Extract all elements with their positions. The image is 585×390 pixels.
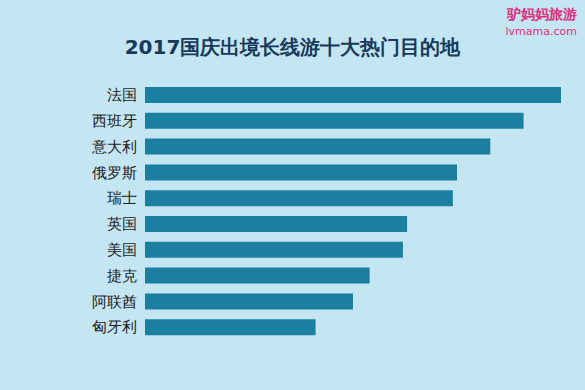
html-text:2017国庆出境长线游十大热门目的地: 2017国庆出境长线游十大热门目的地: [124, 35, 461, 59]
svg-text:匈牙利: 匈牙利: [92, 318, 137, 336]
html-text:驴妈妈旅游: 驴妈妈旅游: [507, 6, 577, 22]
svg-text:法国: 法国: [107, 86, 137, 104]
svg-text:捷克: 捷克: [107, 267, 137, 285]
svg-text:意大利: 意大利: [91, 138, 137, 156]
svg-text:美国: 美国: [107, 241, 137, 259]
svg-text:英国: 英国: [107, 215, 137, 233]
svg-text:阿联酋: 阿联酋: [92, 293, 137, 311]
html-text:lvmama.com: lvmama.com: [505, 25, 577, 38]
svg-text:瑞士: 瑞士: [107, 189, 137, 207]
svg-text:西班牙: 西班牙: [92, 112, 137, 130]
svg-text:俄罗斯: 俄罗斯: [92, 164, 137, 182]
